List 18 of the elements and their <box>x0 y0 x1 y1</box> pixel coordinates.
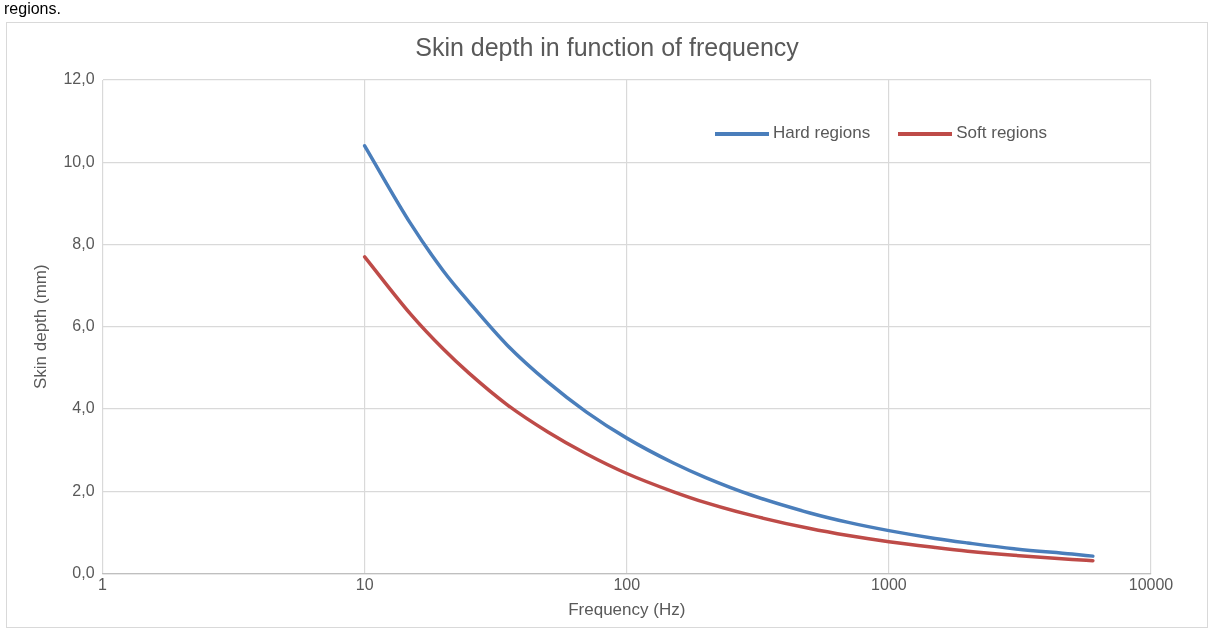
legend-label: Soft regions <box>956 123 1047 142</box>
x-tick-label: 1000 <box>871 576 907 594</box>
y-tick-label: 6,0 <box>72 317 95 335</box>
chart-title: Skin depth in function of frequency <box>414 33 800 62</box>
legend-label: Hard regions <box>772 123 871 142</box>
x-axis-title: Frequency (Hz) <box>568 600 686 620</box>
text: regions. <box>4 0 61 18</box>
y-tick-label: 0,0 <box>72 563 95 581</box>
x-tick-label: 1 <box>98 576 108 594</box>
y-tick-label: 12,0 <box>63 70 95 88</box>
y-axis-title: Skin depth (mm) <box>30 264 50 390</box>
y-tick-label: 4,0 <box>72 399 95 417</box>
y-tick-label: 8,0 <box>72 234 95 252</box>
y-tick-label: 10,0 <box>63 152 95 170</box>
x-tick-label: 10 <box>355 576 374 594</box>
x-tick-label: 10000 <box>1128 576 1174 594</box>
x-tick-label: 100 <box>613 576 641 594</box>
y-tick-label: 2,0 <box>72 481 95 499</box>
